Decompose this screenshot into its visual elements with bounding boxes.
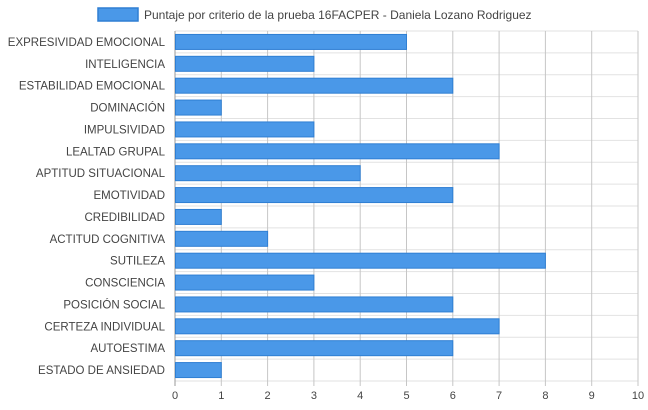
category-label: DOMINACIÓN (90, 102, 165, 115)
bar[interactable] (175, 187, 454, 204)
bar[interactable] (175, 165, 361, 182)
category-label: EXPRESIVIDAD EMOCIONAL (8, 37, 166, 49)
x-tick-label: 10 (632, 390, 644, 402)
category-label: POSICIÓN SOCIAL (63, 298, 165, 311)
x-tick-label: 0 (172, 390, 178, 402)
bar[interactable] (175, 99, 222, 116)
x-tick-labels: 0 1 2 3 4 5 6 7 8 9 10 (172, 390, 644, 402)
x-tick-label: 7 (496, 390, 502, 402)
bar[interactable] (175, 252, 546, 269)
category-label: CERTEZA INDIVIDUAL (44, 321, 165, 333)
category-label: ACTITUD COGNITIVA (50, 234, 166, 246)
bar[interactable] (175, 362, 222, 379)
category-label: ESTABILIDAD EMOCIONAL (19, 81, 166, 93)
x-tick-label: 2 (265, 390, 271, 402)
x-tick-label: 6 (450, 390, 456, 402)
x-tick-label: 9 (589, 390, 595, 402)
bar[interactable] (175, 296, 454, 313)
bar[interactable] (175, 318, 500, 335)
bar[interactable] (175, 208, 222, 225)
bar[interactable] (175, 121, 315, 138)
category-label: IMPULSIVIDAD (84, 124, 165, 136)
legend[interactable]: Puntaje por criterio de la prueba 16FACP… (97, 7, 532, 22)
category-label: SUTILEZA (110, 256, 165, 268)
x-tick-label: 5 (403, 390, 409, 402)
bar[interactable] (175, 143, 500, 160)
bar[interactable] (175, 55, 315, 72)
x-tick-label: 1 (218, 390, 224, 402)
bar[interactable] (175, 77, 454, 94)
bar[interactable] (175, 230, 269, 247)
bar[interactable] (175, 33, 407, 50)
category-label: CREDIBILIDAD (84, 212, 165, 224)
category-label: CONSCIENCIA (85, 278, 165, 290)
category-label: LEALTAD GRUPAL (66, 146, 166, 158)
legend-label: Puntaje por criterio de la prueba 16FACP… (144, 8, 532, 22)
x-tick-label: 3 (311, 390, 317, 402)
x-tick-label: 8 (542, 390, 548, 402)
category-label: EMOTIVIDAD (93, 190, 165, 202)
bar[interactable] (175, 340, 454, 357)
category-label: AUTOESTIMA (90, 343, 165, 355)
category-label: INTELIGENCIA (85, 59, 165, 71)
category-label: APTITUD SITUACIONAL (36, 168, 166, 180)
legend-swatch (97, 7, 139, 22)
category-label: ESTADO DE ANSIEDAD (38, 365, 165, 377)
x-tick-label: 4 (357, 390, 363, 402)
bars (175, 33, 546, 379)
bar[interactable] (175, 274, 315, 291)
category-labels: EXPRESIVIDAD EMOCIONAL INTELIGENCIA ESTABI… (8, 37, 166, 377)
